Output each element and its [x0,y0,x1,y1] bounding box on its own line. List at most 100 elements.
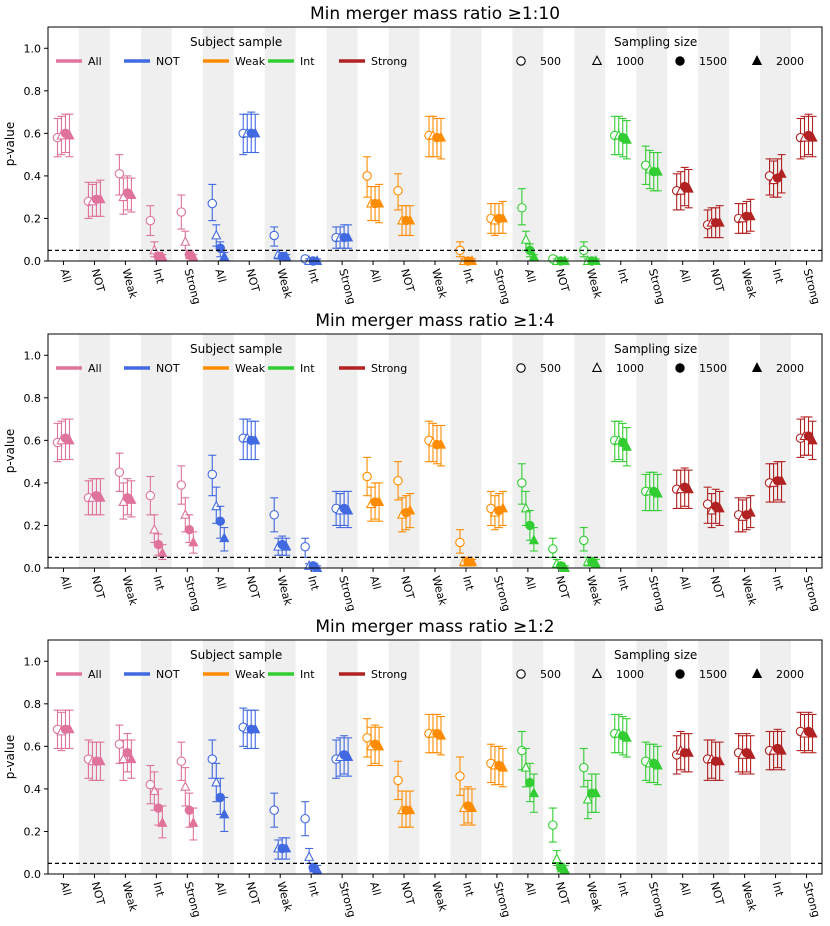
data-point [211,500,222,511]
x-tick-label: All [522,880,538,897]
x-tick-label: Weak [429,880,450,913]
y-tick-label: 0.4 [24,477,42,490]
x-tick-label: Strong [491,267,513,305]
legend-sampling-label: 500 [540,668,561,681]
x-tick-label: Int [150,267,166,285]
data-point [517,203,527,213]
legend-subject-label: Weak [235,362,266,375]
x-tick-label: All [58,880,74,897]
x-tick-label: Int [770,574,786,592]
x-tick-label: Strong [646,574,668,612]
data-point [559,863,570,874]
data-point [219,250,230,261]
data-point [373,496,385,507]
data-point [269,805,279,815]
legend-subject-label: All [88,362,102,375]
data-point [621,731,632,742]
series-strong [671,416,818,533]
column-stripe [264,640,296,874]
column-stripe [760,27,792,261]
y-tick-label: 0.6 [24,127,42,140]
data-point [145,490,156,501]
data-point [176,207,187,217]
legend-marker [591,362,603,372]
x-tick-label: Weak [274,880,295,913]
column-stripe [202,27,234,261]
x-tick-label: Int [615,267,631,285]
legend-marker [675,669,685,679]
data-point [455,537,465,548]
data-point [312,562,323,572]
x-tick-label: Weak [739,267,760,300]
data-point [145,215,156,226]
x-tick-label: NOT [708,574,727,600]
data-point [149,785,160,795]
legend-sampling-label: 1000 [616,362,644,375]
data-point [207,198,218,209]
legend-marker [591,55,603,65]
legend-sampling-label: 500 [540,55,561,68]
legend-sampling: Sampling size 500 1000 1500 2000 [516,648,804,681]
y-tick-label: 1.0 [24,42,42,55]
data-point [188,250,199,261]
panel-1: Min merger mass ratio ≥1:10 0.0 0.2 0.4 0.6 0… [3,4,823,306]
column-stripe [450,640,482,874]
data-point [683,182,694,193]
y-tick-label: 0.8 [24,392,42,405]
data-point [652,165,663,176]
data-point [95,755,106,766]
column-stripe [574,27,606,261]
x-tick-label: Weak [584,267,605,300]
column-stripe [636,27,668,261]
legend-sampling-label: 1500 [699,55,727,68]
data-point [343,504,354,515]
y-axis-label: p-value [3,122,17,166]
series-strong [671,711,818,781]
data-point [114,169,125,179]
x-tick-label: Weak [429,574,450,607]
legend-sampling: Sampling size 500 1000 1500 2000 [516,342,804,375]
data-point [118,753,129,764]
legend-subject-label: Int [300,362,315,375]
data-point [776,167,787,178]
data-point [590,557,601,568]
x-tick-label: All [677,880,693,897]
x-tick-label: NOT [708,267,727,293]
legend-sampling-label: 2000 [776,668,804,681]
data-point [211,776,222,787]
data-point [157,817,168,827]
legend-subject-label: All [88,668,102,681]
legend-sampling-label: 500 [540,362,561,375]
data-point [807,131,818,142]
data-point [157,547,168,558]
column-stripe [264,334,296,568]
data-point [176,480,187,490]
data-point [312,255,323,265]
column-stripe [388,334,420,568]
data-point [528,534,539,545]
x-tick-label: Strong [181,880,203,918]
legend-subject-label: Weak [235,55,266,68]
legend-marker [751,668,763,678]
series-weak [362,115,509,266]
series-int [517,713,663,875]
column-stripe [574,640,606,874]
y-tick-label: 0.8 [24,85,42,98]
data-point [250,723,261,734]
legend-marker [751,55,763,65]
data-point [683,746,694,757]
data-point [520,502,531,513]
y-tick-label: 0.2 [24,212,42,225]
legend-subject-label: NOT [156,668,180,681]
panel-title: Min merger mass ratio ≥1:2 [315,617,554,637]
data-point [579,762,589,773]
column-stripe [636,640,668,874]
data-point [300,813,310,824]
column-stripe [78,640,110,874]
data-point [126,189,137,200]
data-point [153,803,164,813]
plot-frame [47,26,823,262]
data-point [404,504,416,515]
x-tick-label: All [677,267,693,284]
data-point [188,817,199,827]
